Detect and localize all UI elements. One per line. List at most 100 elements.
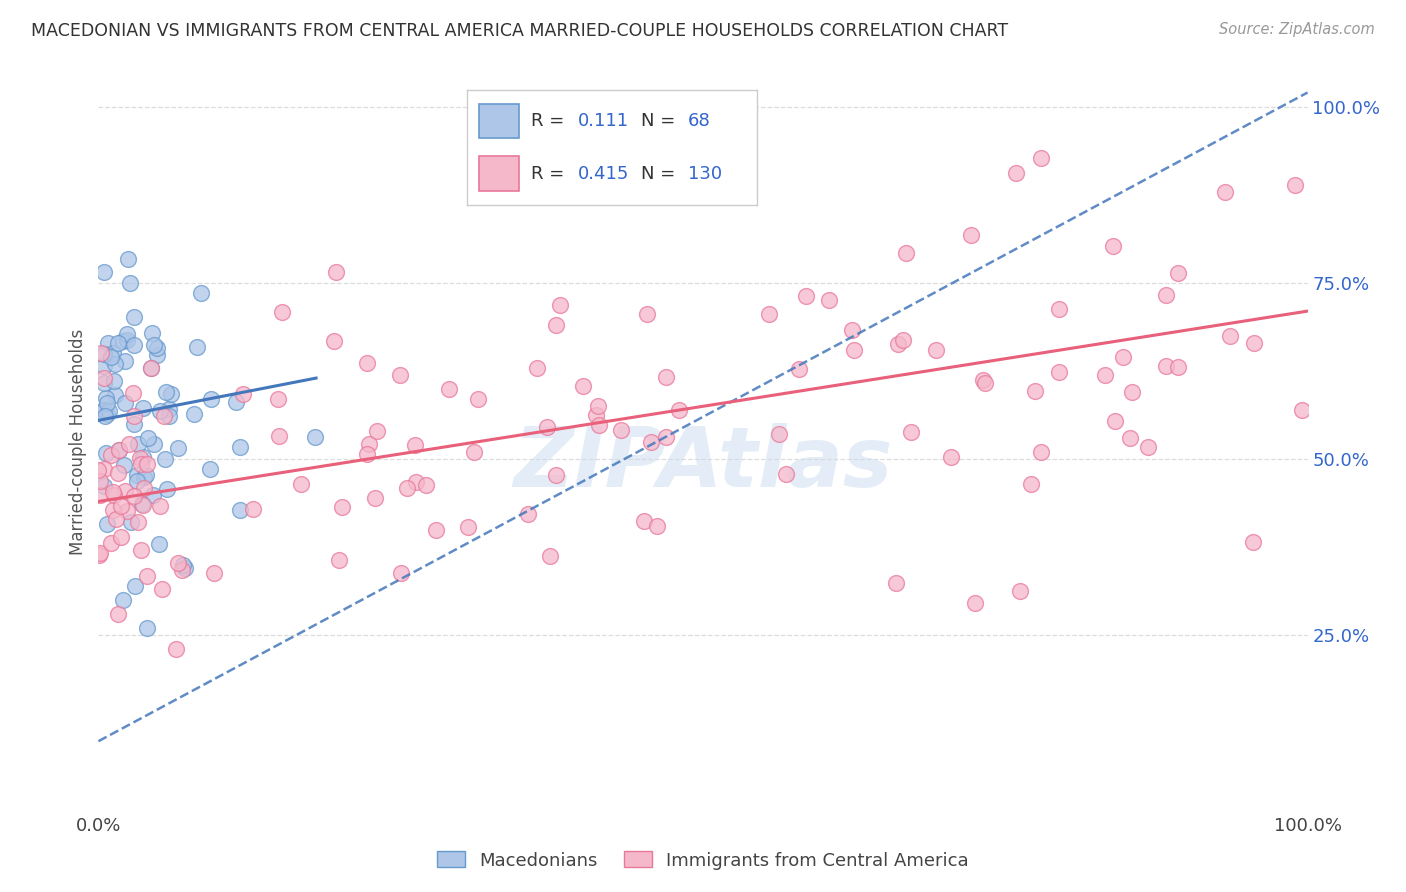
Point — [157, 409, 180, 423]
Point — [165, 641, 187, 656]
Point — [155, 385, 177, 400]
Point — [96, 408, 118, 422]
Point — [1213, 186, 1236, 200]
Point — [96, 517, 118, 532]
Point — [269, 429, 291, 443]
Point — [108, 443, 131, 458]
Point — [157, 402, 180, 417]
Point — [114, 353, 136, 368]
Point — [388, 368, 411, 382]
Point — [93, 403, 115, 417]
Point — [544, 467, 567, 482]
Point — [415, 478, 437, 492]
Point — [1029, 445, 1052, 459]
Point — [159, 387, 181, 401]
Point — [973, 376, 995, 390]
Point — [841, 323, 863, 337]
Point — [100, 448, 122, 462]
Point — [132, 450, 155, 464]
Point — [1284, 178, 1306, 193]
Point — [972, 373, 994, 387]
Point — [357, 437, 380, 451]
Point — [122, 386, 145, 401]
Point — [93, 359, 115, 374]
Point — [111, 593, 134, 607]
Point — [96, 396, 118, 410]
Point — [103, 388, 125, 402]
Point — [323, 334, 346, 348]
Point — [103, 345, 125, 359]
Point — [267, 392, 290, 407]
Point — [1008, 583, 1031, 598]
Point — [1104, 414, 1126, 428]
Point — [89, 474, 111, 488]
Point — [654, 430, 676, 444]
Point — [96, 446, 118, 460]
Point — [304, 430, 326, 444]
Point — [129, 542, 152, 557]
Point — [110, 500, 132, 514]
Point — [330, 500, 353, 514]
Point — [122, 490, 145, 504]
Point — [586, 399, 609, 413]
Point — [1024, 384, 1046, 398]
Point — [1243, 336, 1265, 351]
Point — [96, 391, 118, 405]
Point — [356, 447, 378, 461]
Point — [124, 579, 146, 593]
Point — [166, 556, 188, 570]
Point — [107, 607, 129, 621]
Point — [145, 341, 167, 355]
Point — [148, 537, 170, 551]
Point — [94, 409, 117, 424]
Point — [136, 569, 159, 583]
Point — [363, 491, 385, 505]
Point — [325, 265, 347, 279]
Point — [775, 467, 797, 482]
Point — [125, 474, 148, 488]
Point — [114, 396, 136, 410]
Point — [585, 408, 607, 422]
Point — [135, 621, 157, 635]
Point — [97, 335, 120, 350]
Point — [366, 424, 388, 438]
Point — [186, 340, 208, 354]
Point — [538, 549, 561, 563]
Point — [425, 524, 447, 538]
Point — [127, 437, 149, 451]
Point — [148, 500, 170, 514]
Point — [131, 497, 153, 511]
Point — [141, 326, 163, 341]
Point — [544, 318, 567, 332]
Point — [87, 548, 110, 562]
Point — [437, 382, 460, 396]
Point — [142, 337, 165, 351]
Point — [229, 440, 252, 454]
Point — [100, 536, 122, 550]
Point — [93, 265, 115, 279]
Text: Source: ZipAtlas.com: Source: ZipAtlas.com — [1219, 22, 1375, 37]
Legend: Macedonians, Immigrants from Central America: Macedonians, Immigrants from Central Ame… — [430, 844, 976, 877]
Point — [787, 362, 810, 376]
Point — [405, 475, 427, 489]
Point — [328, 553, 350, 567]
Point — [108, 442, 131, 457]
Point — [1154, 359, 1177, 373]
Point — [93, 371, 115, 385]
Point — [200, 392, 222, 406]
Point — [136, 431, 159, 445]
Point — [457, 520, 479, 534]
Y-axis label: Married-couple Households: Married-couple Households — [69, 328, 87, 555]
Point — [404, 437, 426, 451]
Point — [758, 307, 780, 321]
Point — [526, 361, 548, 376]
Point — [103, 488, 125, 502]
Point — [127, 515, 149, 529]
Point — [190, 285, 212, 300]
Point — [120, 515, 142, 529]
Point — [117, 252, 139, 266]
Point — [633, 514, 655, 528]
Point — [93, 403, 115, 417]
Point — [132, 498, 155, 512]
Point — [101, 484, 124, 499]
